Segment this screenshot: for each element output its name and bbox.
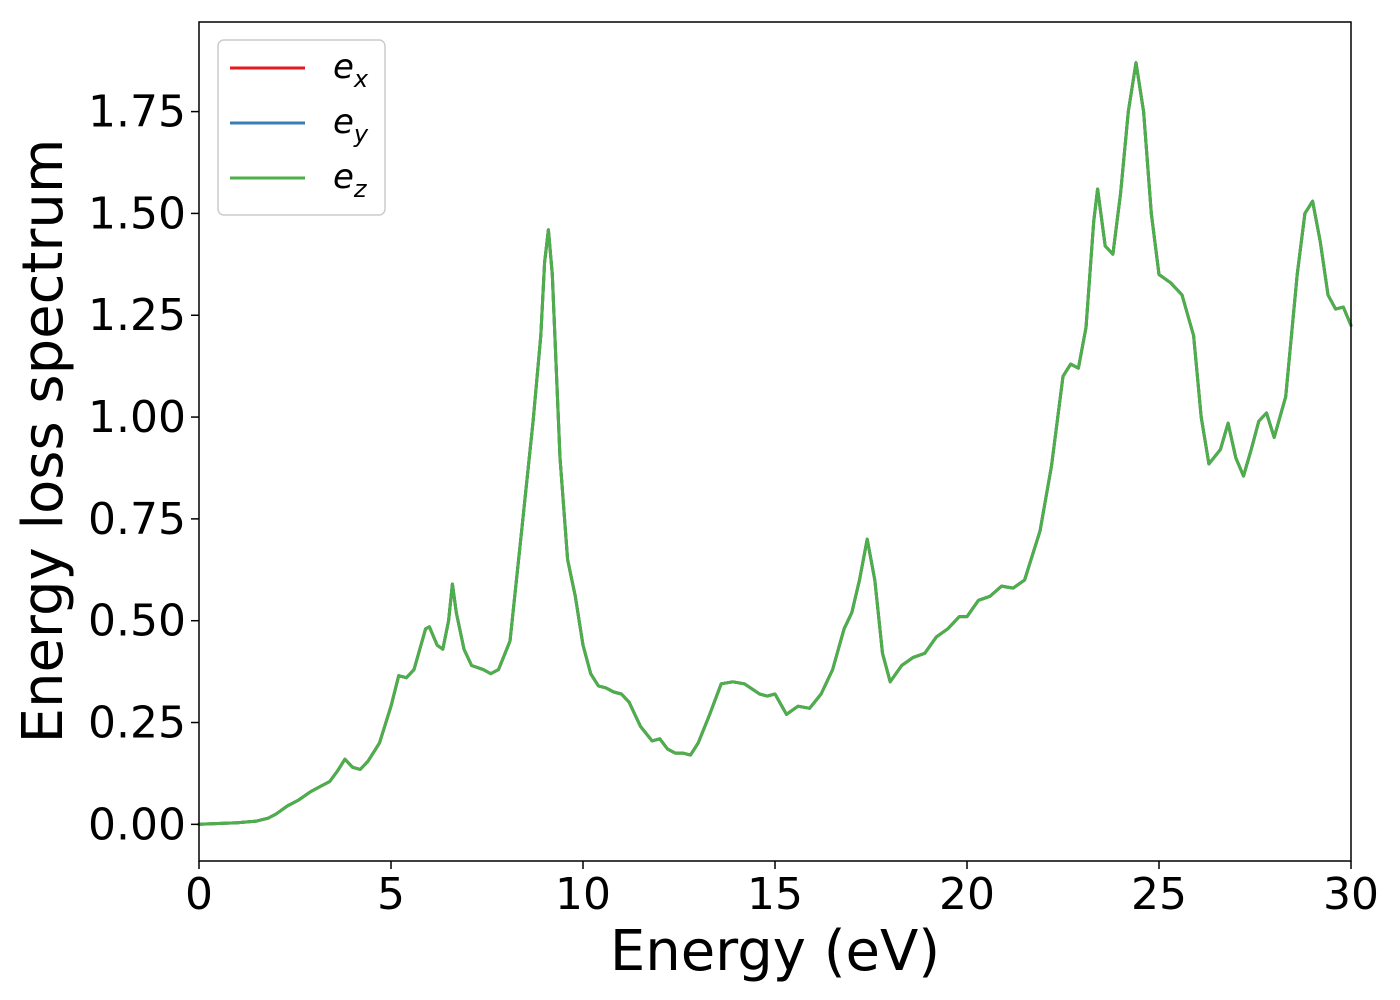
axes-layer: 0 5 10 15 20 25 30 0.00 0.25 0.50 0.75 1.00 1.25 1.50… — [88, 21, 1379, 920]
y-tick-label: 1.25 — [88, 290, 186, 341]
y-axis-label: Energy loss spectrum — [11, 139, 76, 744]
legend-box — [217, 39, 386, 216]
x-tick-label: 15 — [747, 869, 803, 920]
x-tick-label: 30 — [1323, 869, 1379, 920]
legend-label-x: ex — [333, 47, 369, 93]
y-tick-label: 0.75 — [88, 494, 186, 545]
series-line-z — [197, 61, 1353, 826]
y-tick-label: 0.50 — [88, 596, 186, 647]
legend-label-y: ey — [333, 102, 369, 148]
x-tick-label: 20 — [939, 869, 995, 920]
y-tick-label: 1.00 — [88, 392, 186, 443]
series-layer — [197, 61, 1353, 826]
x-tick-label: 5 — [377, 869, 405, 920]
x-tick-label: 0 — [185, 869, 213, 920]
y-tick-label: 0.25 — [88, 698, 186, 749]
y-tick-label: 1.50 — [88, 188, 186, 239]
y-tick-label: 0.00 — [88, 799, 186, 850]
x-tick-label: 10 — [555, 869, 611, 920]
y-tick-label: 1.75 — [88, 87, 186, 138]
x-tick-label: 25 — [1131, 869, 1187, 920]
x-axis-label: Energy (eV) — [610, 919, 940, 984]
